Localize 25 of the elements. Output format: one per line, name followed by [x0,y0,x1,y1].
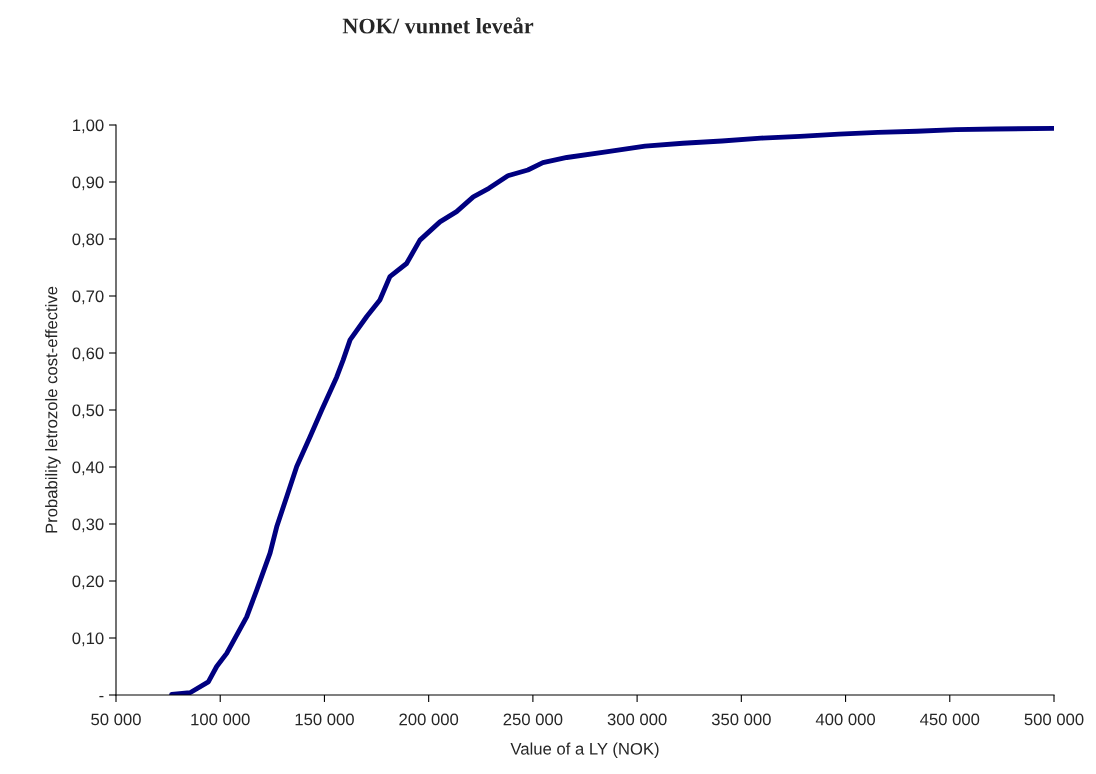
y-tick-label: 0,50 [72,404,104,419]
x-tick-label: 300 000 [607,713,667,726]
y-tick-label: 0,10 [72,632,104,647]
y-tick-label: 0,20 [72,575,104,590]
x-tick-label: 100 000 [191,713,250,726]
y-tick-label: 0,30 [72,518,104,533]
x-tick-label: 250 000 [503,713,563,726]
y-tick-label: 0,70 [72,290,104,305]
x-tick-label: 50 000 [91,713,141,726]
y-tick-label: 0,90 [72,176,104,191]
x-tick-label: 400 000 [815,713,876,726]
y-tick-label: 1,00 [73,119,104,134]
x-tick-label: 350 000 [711,713,771,726]
y-tick-label: 0,40 [72,461,104,476]
line-series [169,125,1054,695]
y-axis-title: Probability letrozole cost-effective [45,286,61,533]
y-tick-label: - [99,695,104,698]
y-tick-label: 0,60 [72,347,104,362]
x-tick-label: 200 000 [399,713,459,726]
chart-title: NOK/ vunnet leveår [342,17,534,34]
x-tick-label: 500 000 [1024,713,1084,726]
x-axis-title: Value of a LY (NOK) [510,742,659,759]
y-tick-label: 0,80 [72,233,104,248]
x-tick-label: 450 000 [920,713,980,726]
x-tick-label: 150 000 [295,713,354,726]
